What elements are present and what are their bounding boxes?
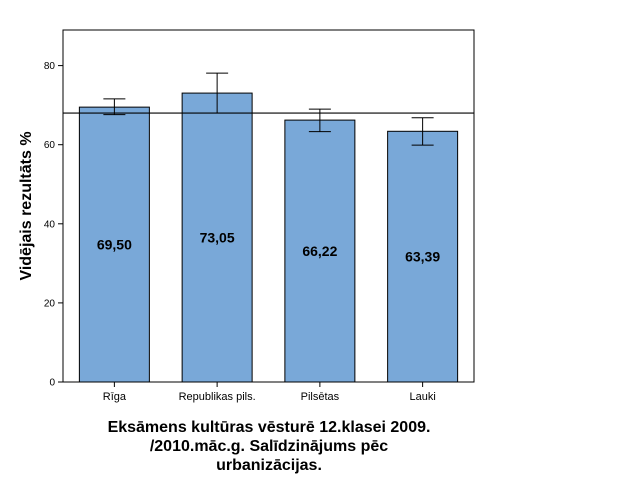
y-tick-label: 60 [44,140,56,151]
data-label: 73,05 [200,230,235,246]
data-label: 69,50 [97,237,132,253]
y-tick-label: 0 [49,378,55,389]
x-tick-label: Lauki [409,391,435,403]
y-tick-label: 40 [44,219,56,230]
y-axis: 0 20 40 60 80 [44,61,63,389]
y-axis-label: Vidējais rezultāts % [18,131,35,280]
error-bars-layer [103,72,434,146]
x-axis: Rīga Republikas pils. Pilsētas Lauki [103,382,436,403]
y-tick-label: 20 [44,298,56,309]
y-tick-label: 80 [44,61,56,72]
chart-caption-line-2: /2010.māc.g. Salīdzinājums pēc [150,438,388,455]
x-tick-label: Republikas pils. [179,391,256,403]
chart-caption-line-3: urbanizācijas. [216,457,322,474]
x-tick-label: Rīga [103,391,127,403]
bar [284,119,356,383]
chart-caption-line-1: Eksāmens kultūras vēsturē 12.klasei 2009… [108,419,431,436]
bar [387,130,459,383]
x-tick-label: Pilsētas [301,391,340,403]
data-labels-layer: 69,50 73,05 66,22 63,39 [97,230,440,265]
data-label: 66,22 [302,243,337,259]
data-label: 63,39 [405,249,440,265]
bar [78,106,150,383]
